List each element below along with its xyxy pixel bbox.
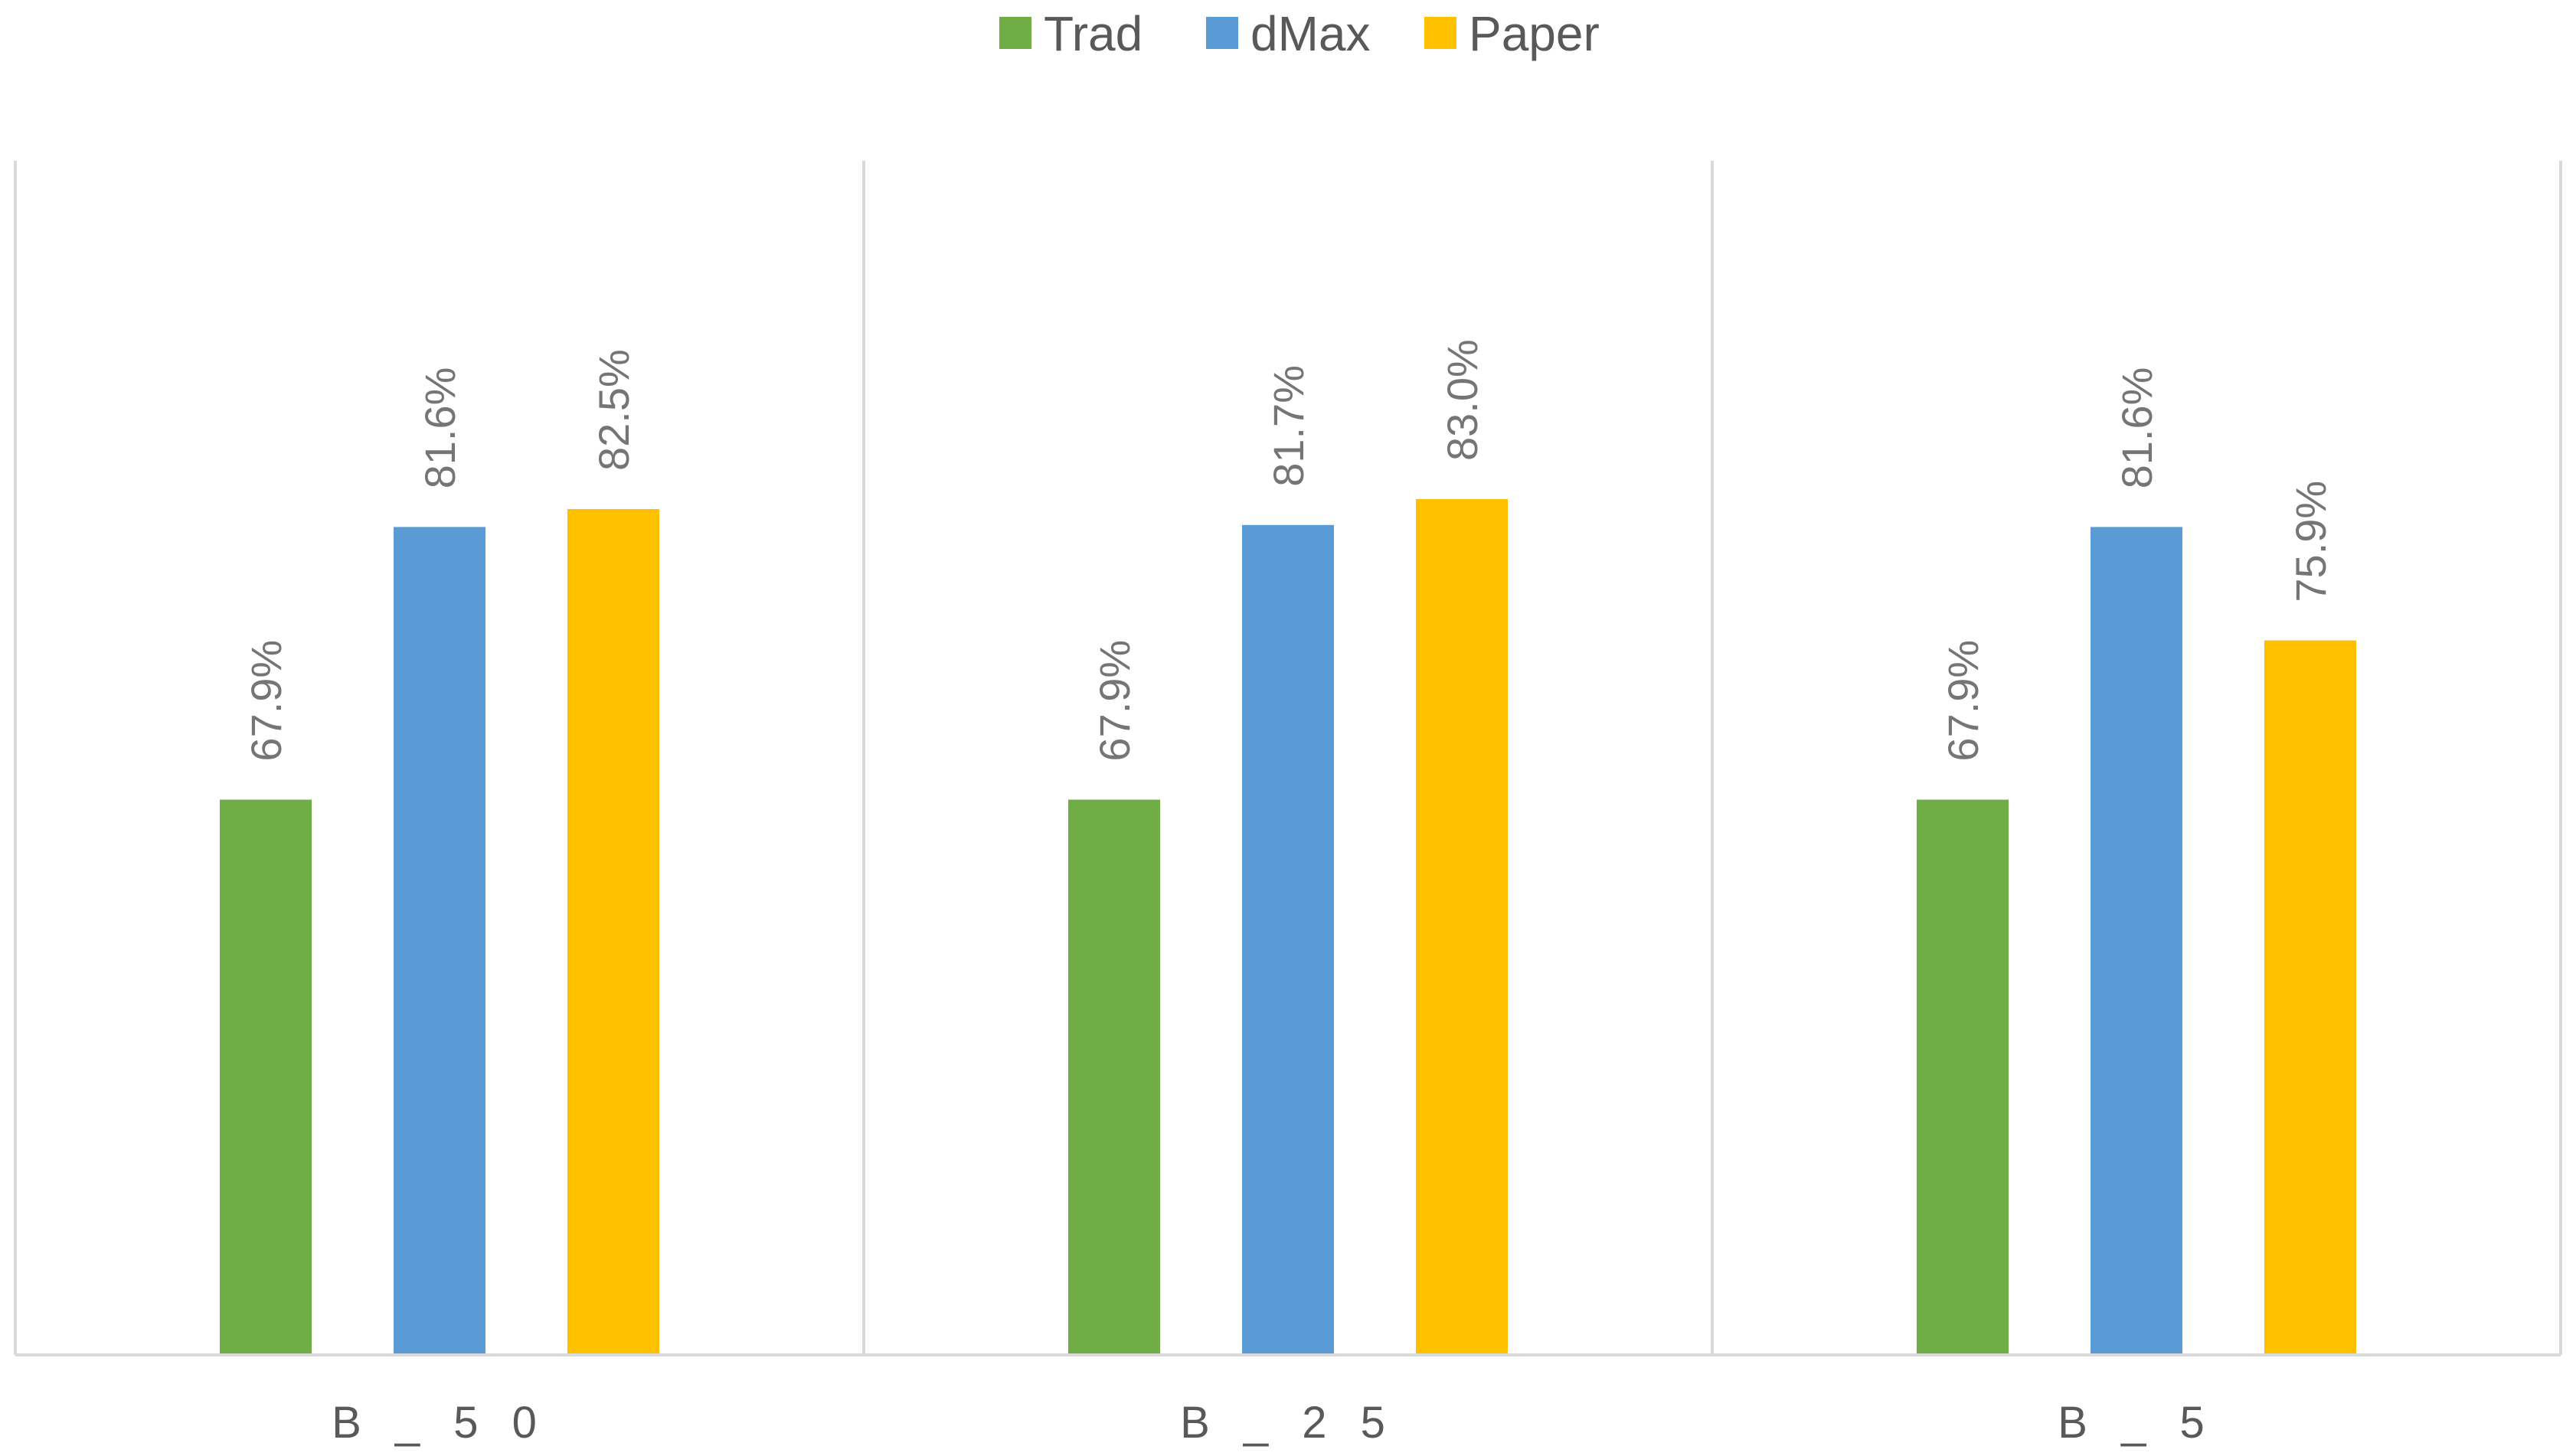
- bar-paper-b_25: [1416, 499, 1508, 1355]
- data-label-trad-b_25: 67.9%: [1090, 640, 1139, 762]
- legend-swatch: [999, 17, 1031, 49]
- legend-label: Trad: [1044, 6, 1143, 61]
- data-label-trad-b_5: 67.9%: [1939, 640, 1987, 762]
- data-label-paper-b_50: 82.5%: [590, 349, 638, 471]
- data-label-dmax-b_25: 81.7%: [1264, 365, 1313, 487]
- bar-dmax-b_50: [394, 527, 485, 1355]
- legend-item-paper: Paper: [1424, 6, 1600, 61]
- legend-item-trad: Trad: [999, 6, 1143, 61]
- legend-label: dMax: [1250, 6, 1371, 61]
- bar-dmax-b_5: [2091, 527, 2182, 1355]
- data-labels: 67.9% 81.6% 82.5% 67.9% 81.7% 83.0% 67.9% 81.6%…: [242, 339, 2335, 761]
- category-separators: [14, 161, 2562, 1355]
- bar-trad-b_50: [220, 799, 312, 1355]
- legend-swatch: [1424, 17, 1456, 49]
- data-label-paper-b_5: 75.9%: [2287, 481, 2335, 602]
- data-label-trad-b_50: 67.9%: [242, 640, 290, 762]
- data-label-dmax-b_5: 81.6%: [2113, 367, 2161, 489]
- category-label-b_5: B _ 5: [2058, 1398, 2215, 1448]
- category-labels: B _ 5 0 B _ 2 5 B _ 5: [332, 1398, 2215, 1448]
- bar-paper-b_50: [567, 509, 659, 1355]
- legend-item-dmax: dMax: [1206, 6, 1371, 61]
- category-label-b_25: B _ 2 5: [1180, 1398, 1396, 1448]
- legend-swatch: [1206, 17, 1238, 49]
- bars: [220, 499, 2356, 1355]
- legend-label: Paper: [1469, 6, 1600, 61]
- bar-dmax-b_25: [1242, 524, 1334, 1355]
- bar-trad-b_25: [1068, 799, 1160, 1355]
- data-label-dmax-b_50: 81.6%: [416, 367, 464, 489]
- legend: Trad dMax Paper: [999, 6, 1600, 61]
- bar-paper-b_5: [2264, 640, 2356, 1355]
- category-label-b_50: B _ 5 0: [332, 1398, 548, 1448]
- bar-trad-b_5: [1917, 799, 2009, 1355]
- data-label-paper-b_25: 83.0%: [1438, 339, 1486, 461]
